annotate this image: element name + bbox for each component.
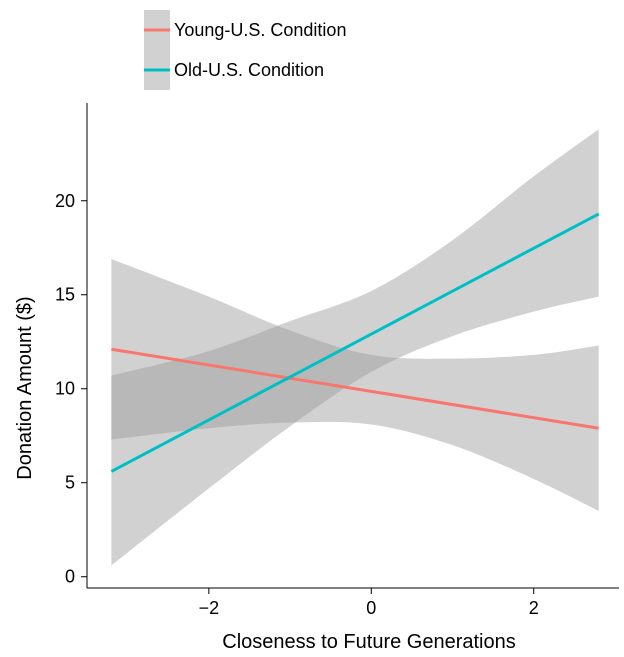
x-tick-label: 0 bbox=[366, 598, 376, 618]
series-line-2 bbox=[110, 212, 600, 473]
x-tick-label: 2 bbox=[529, 598, 539, 618]
confidence-band-1 bbox=[111, 259, 599, 511]
regression-lines bbox=[110, 212, 600, 473]
y-tick-label: 10 bbox=[55, 379, 75, 399]
y-tick-label: 15 bbox=[55, 285, 75, 305]
confidence-bands bbox=[111, 129, 599, 566]
legend: Young-U.S. Condition Old-U.S. Condition bbox=[144, 10, 346, 90]
y-axis-title: Donation Amount ($) bbox=[14, 296, 36, 479]
series-line-1 bbox=[111, 347, 599, 430]
y-tick-label: 0 bbox=[65, 567, 75, 587]
y-tick-label: 5 bbox=[65, 473, 75, 493]
x-tick-label: −2 bbox=[199, 598, 220, 618]
x-axis-title: Closeness to Future Generations bbox=[222, 631, 516, 653]
confidence-band-2 bbox=[111, 129, 599, 566]
legend-label-2: Old-U.S. Condition bbox=[174, 60, 324, 80]
axes: 0 5 10 15 20 −2 0 2 bbox=[55, 103, 619, 618]
y-tick-label: 20 bbox=[55, 191, 75, 211]
legend-label-1: Young-U.S. Condition bbox=[174, 20, 346, 40]
